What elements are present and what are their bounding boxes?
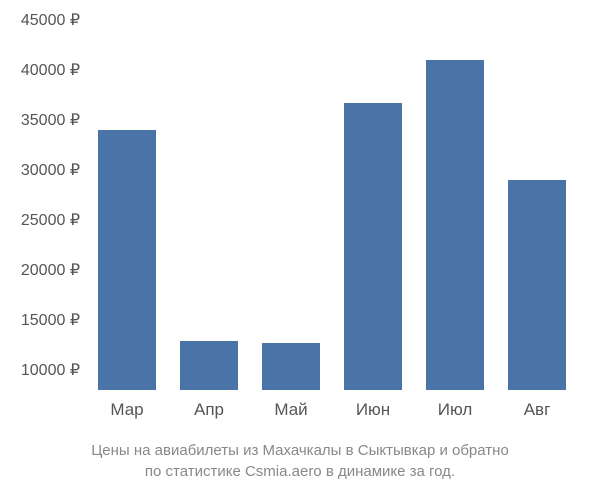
caption-line-1: Цены на авиабилеты из Махачкалы в Сыктыв… — [91, 442, 509, 459]
bar — [426, 60, 484, 390]
chart-container: 10000 ₽ 15000 ₽ 20000 ₽ 25000 ₽ 30000 ₽ 35000… — [0, 0, 600, 500]
y-tick-label: 15000 ₽ — [21, 310, 80, 330]
x-tick-label: Май — [274, 400, 307, 420]
chart-caption: Цены на авиабилеты из Махачкалы в Сыктыв… — [0, 440, 600, 482]
x-tick-label: Июн — [356, 400, 390, 420]
x-tick-label: Мар — [110, 400, 143, 420]
caption-line-2: по статистике Csmia.aero в динамике за г… — [145, 463, 455, 480]
y-tick-label: 30000 ₽ — [21, 160, 80, 180]
bar — [508, 180, 566, 390]
x-tick-label: Апр — [194, 400, 224, 420]
x-tick-label: Июл — [438, 400, 473, 420]
bar — [98, 130, 156, 390]
y-tick-label: 20000 ₽ — [21, 260, 80, 280]
y-tick-label: 10000 ₽ — [21, 360, 80, 380]
x-tick-label: Авг — [524, 400, 551, 420]
y-tick-label: 45000 ₽ — [21, 10, 80, 30]
bar — [262, 343, 320, 390]
bar — [344, 103, 402, 390]
y-tick-label: 35000 ₽ — [21, 110, 80, 130]
y-tick-label: 40000 ₽ — [21, 60, 80, 80]
plot-area — [90, 20, 580, 390]
bar — [180, 341, 238, 390]
y-tick-label: 25000 ₽ — [21, 210, 80, 230]
